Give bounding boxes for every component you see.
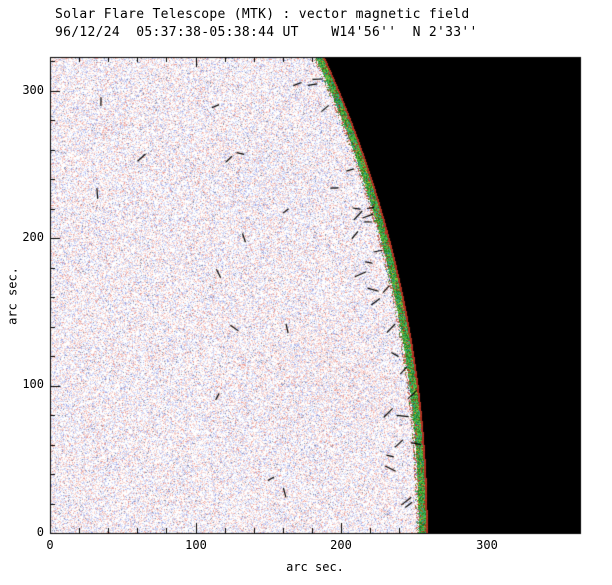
- x-tick-label-100: 100: [185, 538, 207, 552]
- x-tick-label-300: 300: [476, 538, 498, 552]
- plot-subtitle: 96/12/24 05:37:38-05:38:44 UT W14'56'' N…: [55, 25, 478, 40]
- plot-title: Solar Flare Telescope (MTK) : vector mag…: [55, 7, 470, 22]
- y-tick-label-0: 0: [36, 525, 44, 539]
- x-tick-label-0: 0: [46, 538, 54, 552]
- y-axis-label: arc sec.: [5, 267, 20, 325]
- x-tick-label-200: 200: [330, 538, 352, 552]
- x-axis-label: arc sec.: [286, 560, 344, 574]
- y-tick-label-100: 100: [22, 377, 44, 391]
- y-tick-label-300: 300: [22, 83, 44, 97]
- y-tick-label-200: 200: [22, 230, 44, 244]
